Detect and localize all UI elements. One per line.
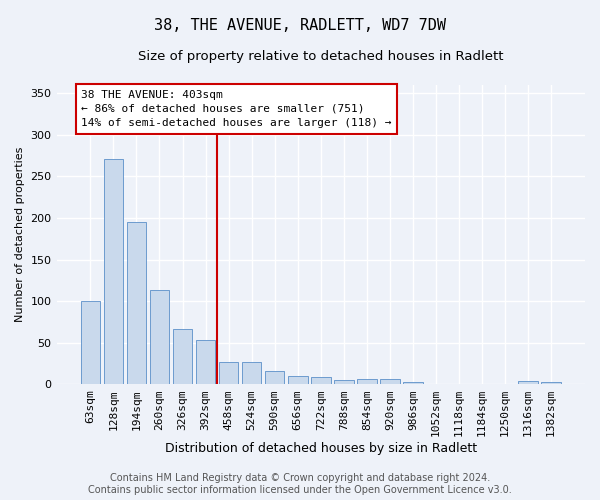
Bar — [288, 376, 308, 384]
Bar — [219, 362, 238, 384]
Bar — [380, 380, 400, 384]
Bar — [127, 222, 146, 384]
Bar — [173, 330, 193, 384]
Bar — [518, 381, 538, 384]
Bar — [357, 380, 377, 384]
Text: Contains HM Land Registry data © Crown copyright and database right 2024.
Contai: Contains HM Land Registry data © Crown c… — [88, 474, 512, 495]
Bar — [265, 371, 284, 384]
Title: Size of property relative to detached houses in Radlett: Size of property relative to detached ho… — [138, 50, 503, 63]
Bar — [541, 382, 561, 384]
X-axis label: Distribution of detached houses by size in Radlett: Distribution of detached houses by size … — [165, 442, 477, 455]
Text: 38 THE AVENUE: 403sqm
← 86% of detached houses are smaller (751)
14% of semi-det: 38 THE AVENUE: 403sqm ← 86% of detached … — [81, 90, 392, 128]
Bar — [80, 301, 100, 384]
Bar — [334, 380, 353, 384]
Y-axis label: Number of detached properties: Number of detached properties — [15, 147, 25, 322]
Bar — [242, 362, 262, 384]
Text: 38, THE AVENUE, RADLETT, WD7 7DW: 38, THE AVENUE, RADLETT, WD7 7DW — [154, 18, 446, 32]
Bar — [149, 290, 169, 384]
Bar — [104, 159, 123, 384]
Bar — [196, 340, 215, 384]
Bar — [311, 377, 331, 384]
Bar — [403, 382, 423, 384]
